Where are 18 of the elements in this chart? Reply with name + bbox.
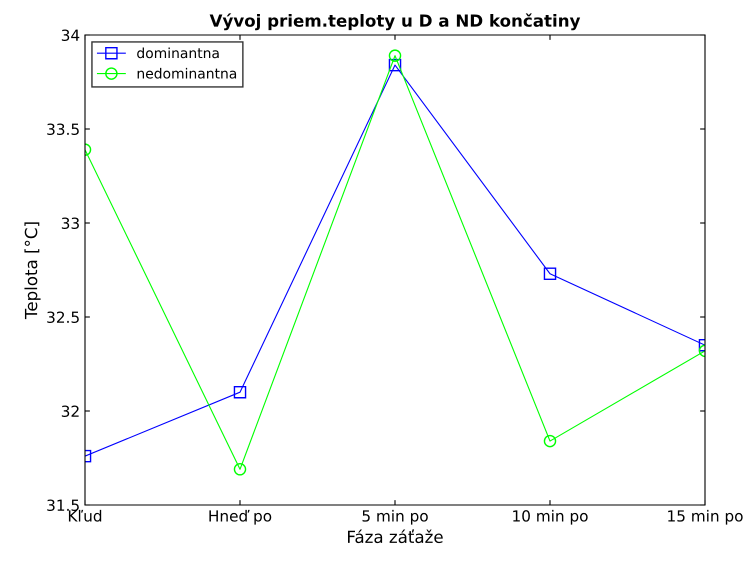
point bbox=[388, 58, 402, 72]
y-tick-label: 32.5 bbox=[47, 311, 79, 324]
y-tick-label: 33 bbox=[62, 217, 79, 230]
x-tick-label: 10 min po bbox=[513, 510, 588, 525]
x-axis-title: Fáza záťaže bbox=[348, 529, 443, 544]
legend-label: dominantna bbox=[137, 48, 219, 58]
y-axis-title: Teplota [°C] bbox=[24, 222, 41, 320]
chart-title: Vývoj priem.teploty u D a ND končatiny bbox=[210, 13, 580, 30]
x-tick-label: Hneď po bbox=[209, 510, 272, 525]
x-tick-label: 15 min po bbox=[668, 510, 743, 525]
legend-label: nedominantna bbox=[138, 68, 236, 79]
x-tick-label: 5 min po bbox=[362, 510, 428, 525]
point bbox=[388, 49, 402, 62]
y-tick-label: 33.5 bbox=[47, 123, 79, 136]
x-tick-label: Kľud bbox=[68, 510, 102, 522]
y-tick-label: 31.5 bbox=[47, 499, 79, 512]
y-tick-label: 32 bbox=[62, 405, 79, 418]
y-tick-label: 34 bbox=[62, 29, 80, 42]
